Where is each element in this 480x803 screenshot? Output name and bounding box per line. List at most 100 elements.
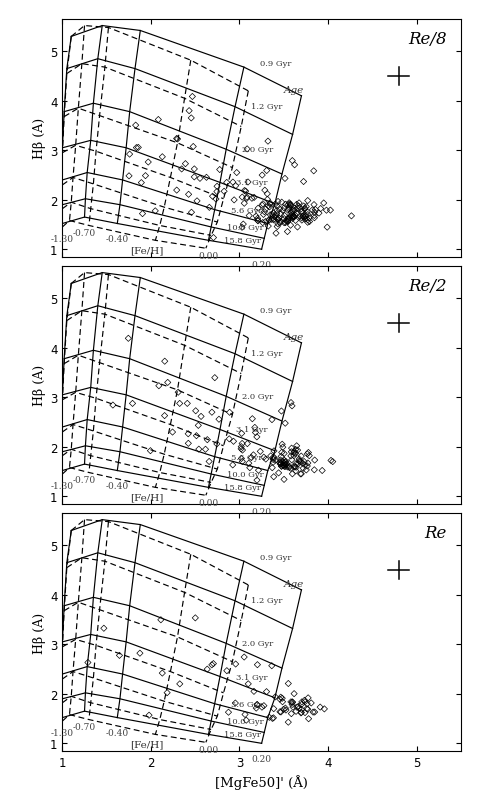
Point: [304, 703, 312, 715]
Point: [305, 212, 313, 225]
Point: [318, 464, 326, 477]
Point: [262, 453, 270, 466]
Point: [310, 165, 318, 178]
Point: [290, 210, 298, 223]
Text: 15.8 Gyr: 15.8 Gyr: [225, 483, 261, 491]
Point: [284, 205, 292, 218]
Point: [292, 705, 300, 718]
Point: [295, 453, 303, 466]
Point: [290, 211, 298, 224]
Point: [155, 114, 162, 127]
Point: [232, 658, 240, 671]
Point: [264, 136, 272, 149]
Point: [280, 473, 288, 486]
Point: [284, 214, 292, 227]
Text: 15.8 Gyr: 15.8 Gyr: [225, 731, 261, 739]
Point: [303, 460, 311, 473]
Point: [301, 707, 309, 719]
Point: [258, 169, 266, 182]
Point: [270, 214, 277, 227]
Text: 0.20: 0.20: [252, 261, 272, 270]
Point: [261, 206, 268, 219]
Point: [287, 199, 294, 212]
Point: [286, 212, 293, 225]
Point: [272, 227, 280, 240]
Point: [276, 216, 284, 229]
Point: [238, 222, 246, 234]
Point: [184, 428, 192, 441]
Point: [301, 203, 309, 216]
Point: [293, 701, 301, 714]
Point: [265, 711, 273, 724]
Point: [278, 446, 286, 459]
Point: [215, 414, 223, 426]
Point: [174, 133, 181, 146]
Point: [284, 216, 291, 229]
Point: [196, 173, 204, 185]
Point: [216, 164, 224, 177]
Point: [142, 170, 149, 183]
Point: [270, 207, 277, 220]
Point: [282, 703, 290, 716]
Point: [280, 703, 288, 716]
Text: 1.2 Gyr: 1.2 Gyr: [251, 103, 282, 111]
Point: [300, 455, 308, 468]
Point: [261, 185, 269, 198]
Point: [292, 465, 300, 478]
Point: [253, 699, 261, 711]
Point: [188, 206, 195, 219]
Text: -0.70: -0.70: [73, 475, 96, 484]
Point: [174, 386, 182, 399]
Point: [134, 142, 142, 155]
Point: [303, 698, 311, 711]
Text: -0.40: -0.40: [106, 235, 129, 244]
Point: [151, 205, 159, 218]
Point: [296, 455, 304, 468]
Point: [303, 206, 311, 219]
Point: [270, 711, 277, 724]
Text: 0.9 Gyr: 0.9 Gyr: [260, 60, 291, 68]
Point: [124, 332, 132, 345]
Point: [197, 410, 205, 423]
Point: [276, 203, 284, 216]
Point: [301, 695, 309, 708]
Point: [276, 454, 284, 467]
Point: [256, 446, 264, 459]
Point: [327, 454, 335, 467]
Point: [304, 457, 312, 470]
Text: Re/8: Re/8: [408, 31, 447, 47]
Point: [178, 163, 185, 176]
Point: [274, 218, 282, 231]
Point: [302, 210, 310, 222]
Point: [239, 191, 246, 204]
Point: [269, 454, 277, 467]
Point: [288, 454, 296, 467]
Point: [291, 461, 299, 474]
Text: 10.0 Gyr: 10.0 Gyr: [227, 224, 264, 231]
Text: 3.1 Gyr: 3.1 Gyr: [236, 179, 267, 187]
Point: [287, 397, 295, 410]
Text: 2.0 Gyr: 2.0 Gyr: [242, 146, 274, 154]
Point: [279, 441, 287, 454]
Point: [329, 455, 336, 468]
Point: [258, 701, 266, 714]
Point: [144, 157, 152, 169]
Point: [275, 214, 282, 227]
Point: [204, 663, 211, 676]
Point: [287, 200, 294, 213]
Text: -0.40: -0.40: [106, 482, 129, 491]
Point: [299, 211, 307, 224]
Point: [290, 450, 298, 463]
Point: [243, 193, 251, 206]
Point: [281, 458, 288, 471]
Point: [161, 356, 168, 369]
Text: 10.0 Gyr: 10.0 Gyr: [227, 717, 264, 725]
Point: [223, 177, 230, 190]
Point: [311, 206, 318, 219]
Point: [248, 451, 255, 464]
Point: [260, 699, 268, 712]
Point: [287, 463, 295, 475]
Point: [229, 435, 237, 448]
Point: [294, 444, 301, 457]
Point: [303, 703, 311, 715]
